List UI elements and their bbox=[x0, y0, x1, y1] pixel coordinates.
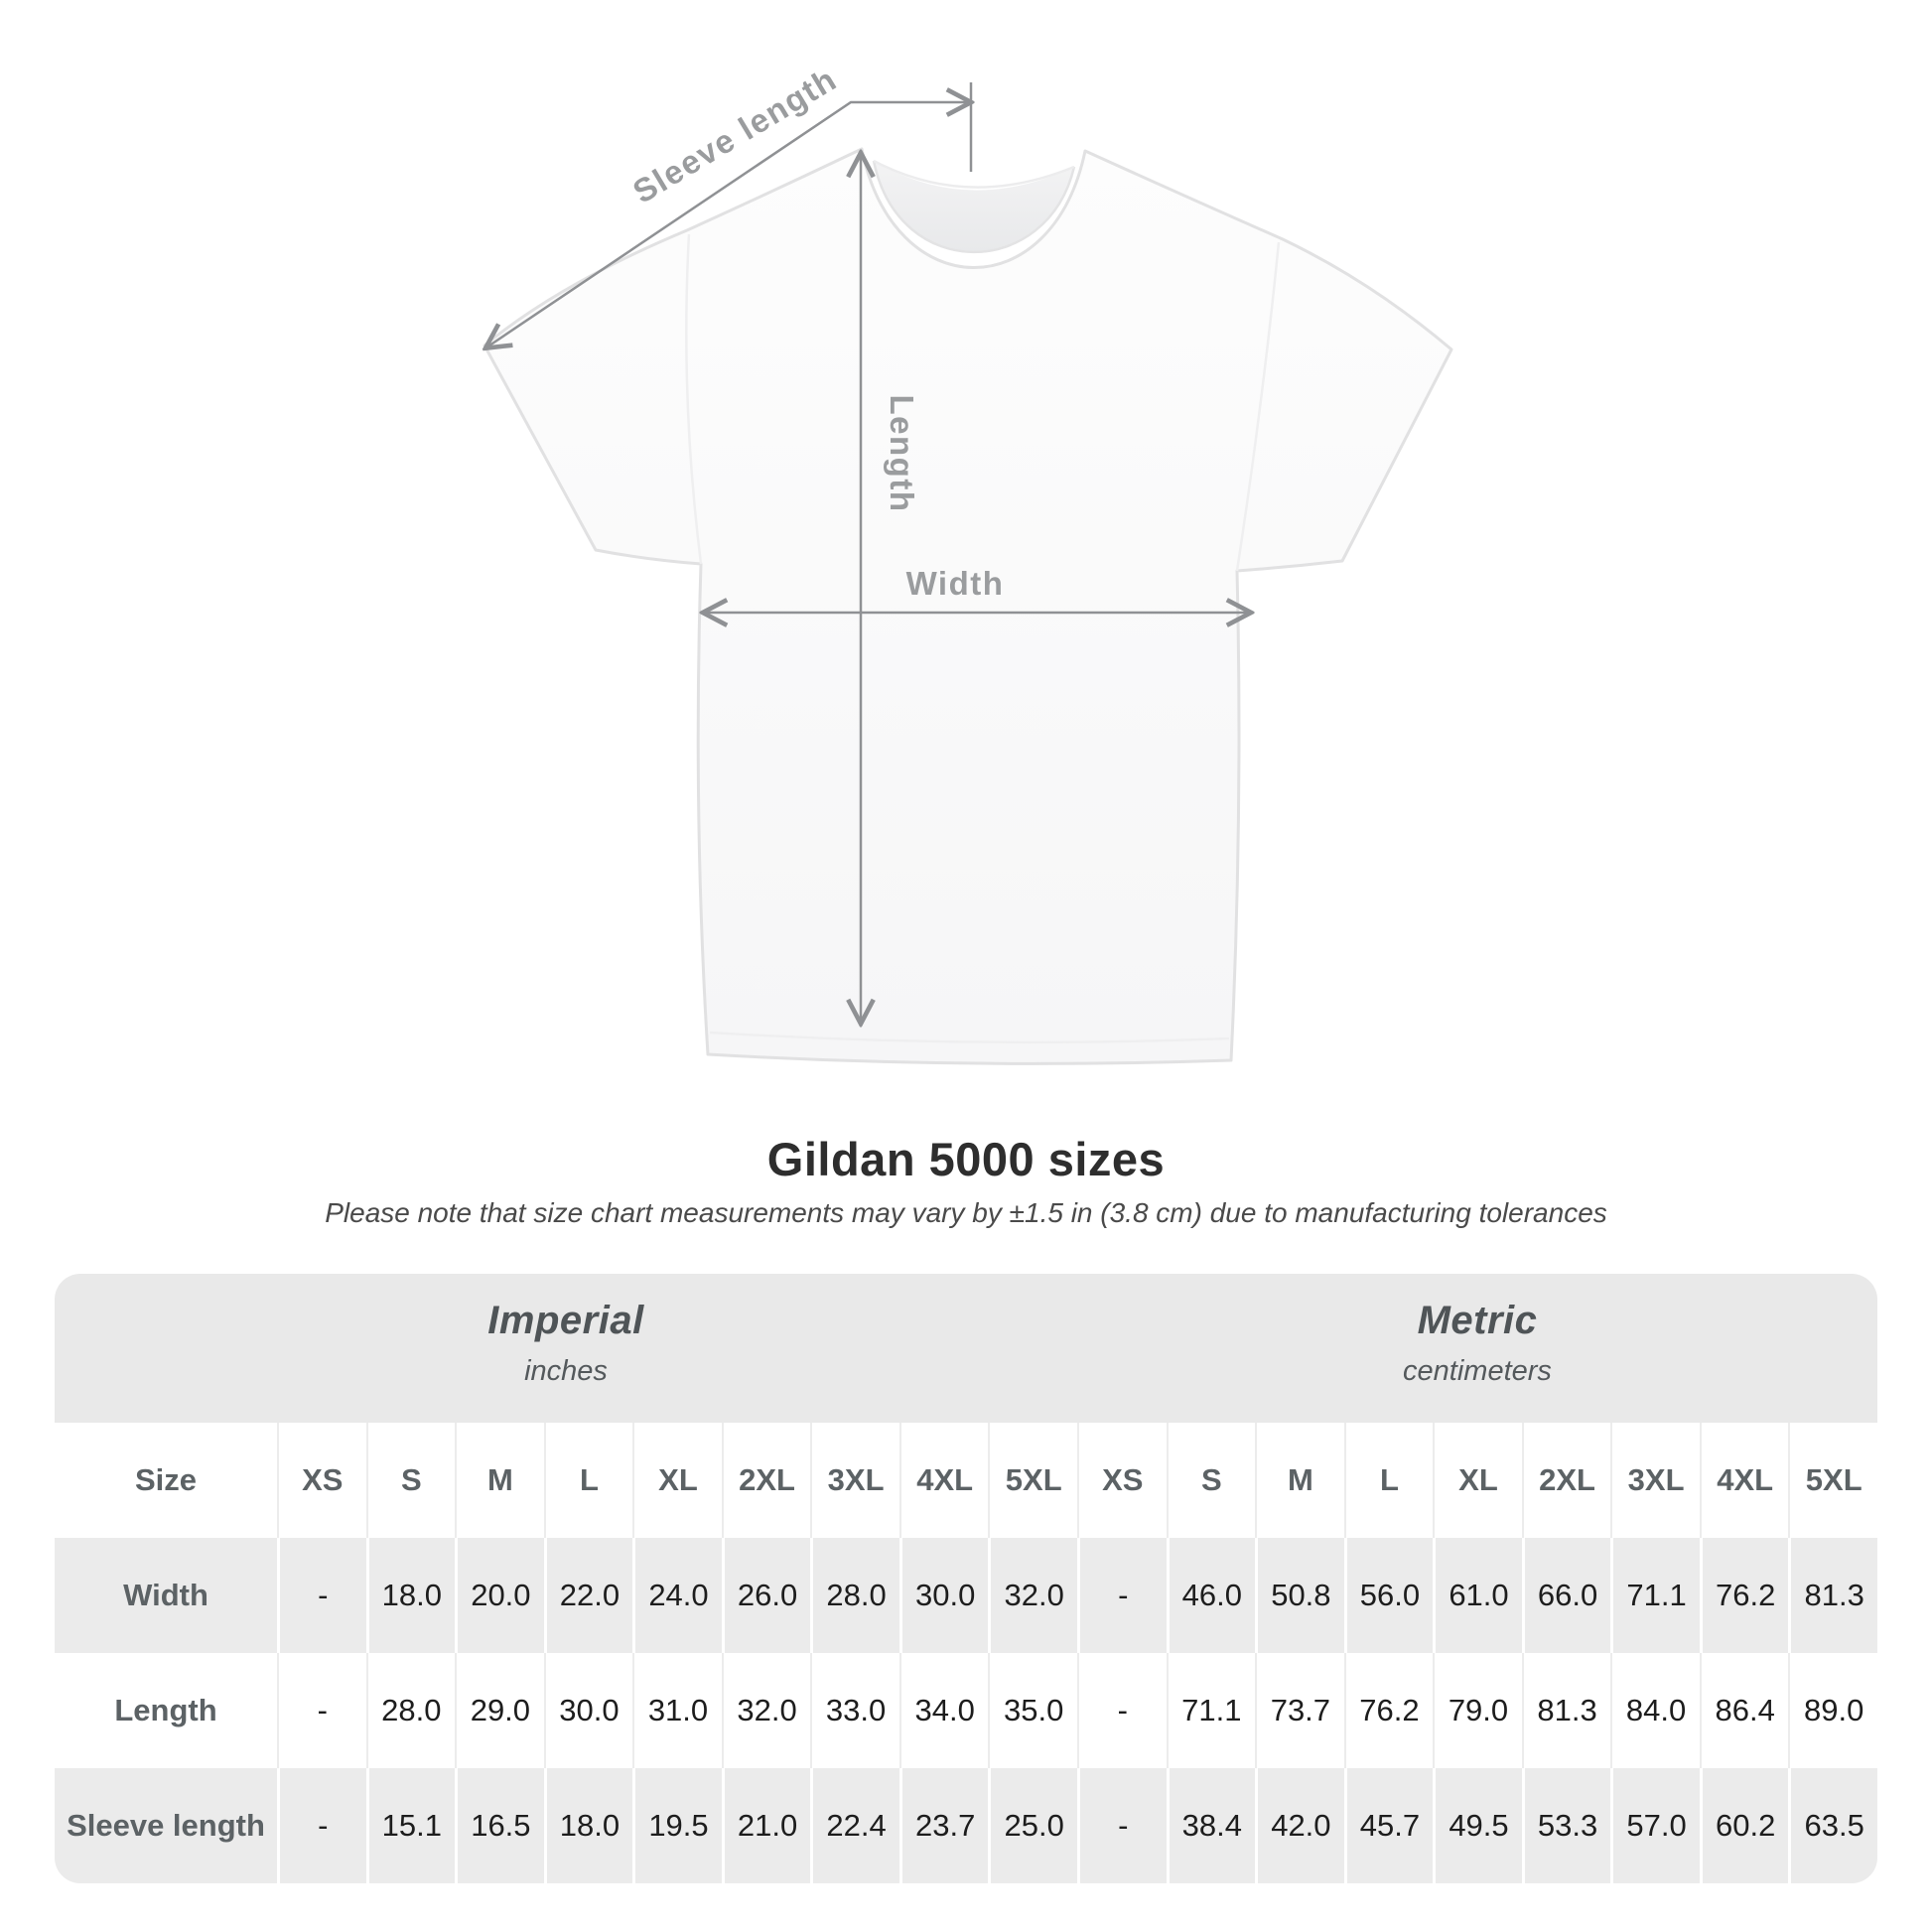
unit-group-imperial: Imperial inches bbox=[55, 1274, 1077, 1423]
value-cell: 32.0 bbox=[721, 1653, 811, 1768]
value-cell: 46.0 bbox=[1166, 1538, 1256, 1653]
value-cell: 81.3 bbox=[1521, 1653, 1611, 1768]
value-cell: 76.2 bbox=[1699, 1538, 1789, 1653]
value-cell: 86.4 bbox=[1699, 1653, 1789, 1768]
width-label: Width bbox=[906, 565, 1005, 602]
size-header-cell: XL bbox=[632, 1423, 722, 1538]
value-cell: 57.0 bbox=[1610, 1768, 1700, 1883]
size-header-cell: 5XL bbox=[988, 1423, 1077, 1538]
row-label-cell: Width bbox=[55, 1538, 277, 1653]
length-label: Length bbox=[884, 395, 920, 513]
value-cell: 63.5 bbox=[1788, 1768, 1877, 1883]
size-header-cell: XL bbox=[1433, 1423, 1522, 1538]
value-cell: 73.7 bbox=[1255, 1653, 1344, 1768]
value-cell: 38.4 bbox=[1166, 1768, 1256, 1883]
value-cell: 32.0 bbox=[988, 1538, 1077, 1653]
imperial-unit-label: inches bbox=[524, 1355, 608, 1387]
size-table: Imperial inches Metric centimeters Size … bbox=[55, 1274, 1877, 1883]
size-header-cell: XS bbox=[277, 1423, 366, 1538]
value-cell: 19.5 bbox=[632, 1768, 722, 1883]
value-cell: 66.0 bbox=[1521, 1538, 1611, 1653]
size-header-cell: 4XL bbox=[898, 1423, 989, 1538]
value-cell: 35.0 bbox=[988, 1653, 1077, 1768]
value-cell: 22.0 bbox=[543, 1538, 633, 1653]
size-header-cell: 2XL bbox=[1521, 1423, 1611, 1538]
value-cell: 31.0 bbox=[632, 1653, 722, 1768]
value-cell: 18.0 bbox=[365, 1538, 456, 1653]
row-label-cell: Length bbox=[55, 1653, 277, 1768]
value-cell: 50.8 bbox=[1255, 1538, 1344, 1653]
value-cell: 18.0 bbox=[543, 1768, 633, 1883]
size-header-cell: 2XL bbox=[721, 1423, 811, 1538]
page-subtitle: Please note that size chart measurements… bbox=[325, 1197, 1607, 1228]
size-header-cell: XS bbox=[1077, 1423, 1167, 1538]
value-cell: 28.0 bbox=[810, 1538, 899, 1653]
value-cell: 56.0 bbox=[1343, 1538, 1434, 1653]
value-cell: 60.2 bbox=[1699, 1768, 1789, 1883]
value-cell: 42.0 bbox=[1255, 1768, 1344, 1883]
size-header-cell: L bbox=[543, 1423, 633, 1538]
metric-unit-label: centimeters bbox=[1403, 1355, 1552, 1387]
tshirt-measurement-diagram: Sleeve length Length Width bbox=[0, 60, 1453, 1065]
size-header-cell: S bbox=[365, 1423, 456, 1538]
value-cell: 24.0 bbox=[632, 1538, 722, 1653]
value-cell: 45.7 bbox=[1343, 1768, 1434, 1883]
value-cell: - bbox=[277, 1768, 366, 1883]
value-cell: - bbox=[277, 1653, 366, 1768]
value-cell: 30.0 bbox=[898, 1538, 989, 1653]
value-cell: 23.7 bbox=[898, 1768, 989, 1883]
value-cell: 84.0 bbox=[1610, 1653, 1700, 1768]
value-cell: 15.1 bbox=[365, 1768, 456, 1883]
size-header-cell: M bbox=[1255, 1423, 1344, 1538]
value-cell: - bbox=[1077, 1768, 1167, 1883]
value-cell: 28.0 bbox=[365, 1653, 456, 1768]
value-cell: 26.0 bbox=[721, 1538, 811, 1653]
value-cell: 25.0 bbox=[988, 1768, 1077, 1883]
value-cell: 71.1 bbox=[1166, 1653, 1256, 1768]
metric-label: Metric bbox=[1417, 1299, 1538, 1342]
value-cell: 71.1 bbox=[1610, 1538, 1700, 1653]
sleeve-length-arrow bbox=[486, 102, 970, 347]
size-header-cell: L bbox=[1343, 1423, 1434, 1538]
value-cell: 22.4 bbox=[810, 1768, 899, 1883]
size-header-cell: M bbox=[455, 1423, 544, 1538]
value-cell: - bbox=[1077, 1653, 1167, 1768]
value-cell: 30.0 bbox=[543, 1653, 633, 1768]
value-cell: 53.3 bbox=[1521, 1768, 1611, 1883]
value-cell: 61.0 bbox=[1433, 1538, 1522, 1653]
value-cell: 29.0 bbox=[455, 1653, 544, 1768]
value-cell: 89.0 bbox=[1788, 1653, 1877, 1768]
size-header-cell: 3XL bbox=[810, 1423, 899, 1538]
measurement-annotations bbox=[486, 82, 1250, 1023]
value-cell: 34.0 bbox=[898, 1653, 989, 1768]
unit-group-metric: Metric centimeters bbox=[1077, 1274, 1877, 1423]
row-label-cell: Sleeve length bbox=[55, 1768, 277, 1883]
value-cell: 20.0 bbox=[455, 1538, 544, 1653]
value-cell: 76.2 bbox=[1343, 1653, 1434, 1768]
size-column-header: Size bbox=[55, 1423, 277, 1538]
size-header-cell: 5XL bbox=[1788, 1423, 1877, 1538]
value-cell: 81.3 bbox=[1788, 1538, 1877, 1653]
size-header-cell: 3XL bbox=[1610, 1423, 1700, 1538]
value-cell: 49.5 bbox=[1433, 1768, 1522, 1883]
page-title: Gildan 5000 sizes bbox=[766, 1133, 1166, 1185]
value-cell: - bbox=[277, 1538, 366, 1653]
tshirt-image bbox=[483, 147, 1453, 1065]
value-cell: 79.0 bbox=[1433, 1653, 1522, 1768]
value-cell: 21.0 bbox=[721, 1768, 811, 1883]
imperial-label: Imperial bbox=[487, 1299, 644, 1342]
value-cell: - bbox=[1077, 1538, 1167, 1653]
size-header-cell: S bbox=[1166, 1423, 1256, 1538]
value-cell: 33.0 bbox=[810, 1653, 899, 1768]
value-cell: 16.5 bbox=[455, 1768, 544, 1883]
size-header-cell: 4XL bbox=[1699, 1423, 1789, 1538]
